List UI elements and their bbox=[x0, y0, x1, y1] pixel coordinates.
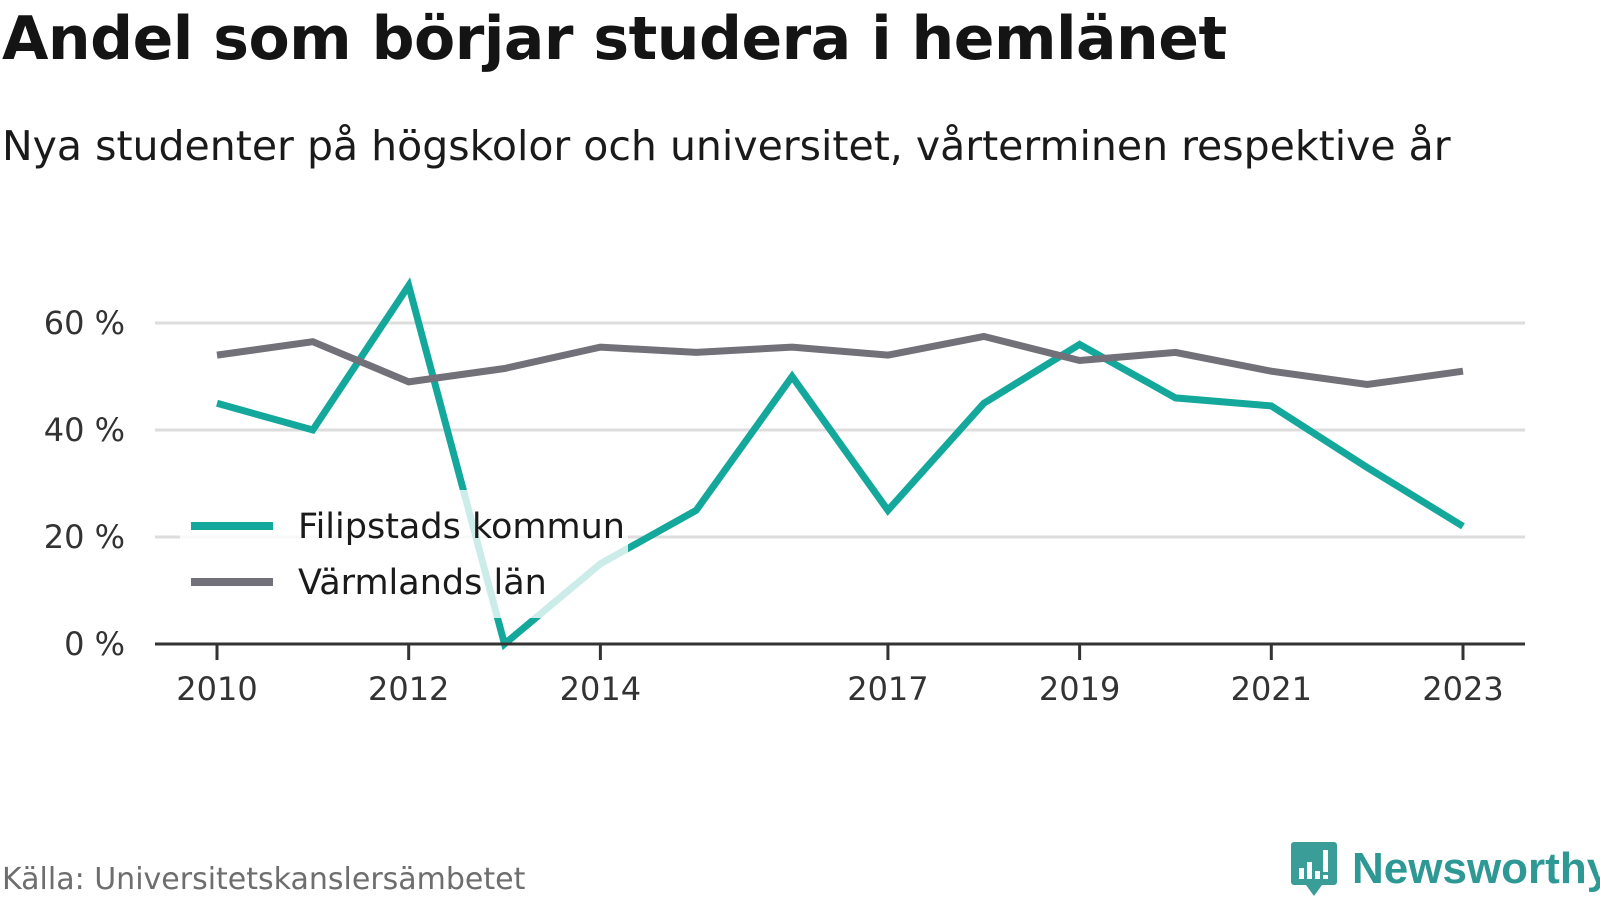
brand-name: Newsworthy bbox=[1352, 844, 1600, 893]
chart-title: Andel som börjar studera i hemlänet bbox=[2, 4, 1227, 74]
series-line-0 bbox=[216, 277, 1465, 651]
chart-subtitle: Nya studenter på högskolor och universit… bbox=[2, 122, 1451, 170]
x-tick-label: 2012 bbox=[368, 670, 449, 708]
y-axis-ticks: 0 % 20 % 40 % 60 % bbox=[44, 304, 125, 663]
x-axis-ticks: 2010 2012 2014 2017 2019 2021 2023 bbox=[176, 644, 1504, 708]
series-lines bbox=[216, 277, 1465, 651]
legend-label-filipstad: Filipstads kommun bbox=[298, 507, 625, 547]
y-tick-label: 20 % bbox=[44, 518, 125, 556]
x-tick-label: 2021 bbox=[1231, 670, 1312, 708]
newsworthy-logo-icon bbox=[1291, 842, 1337, 896]
y-tick-label: 0 % bbox=[64, 625, 125, 663]
legend-label-varmland: Värmlands län bbox=[298, 563, 547, 603]
y-tick-label: 60 % bbox=[44, 304, 125, 342]
x-tick-label: 2023 bbox=[1422, 670, 1503, 708]
x-tick-label: 2010 bbox=[176, 670, 257, 708]
x-tick-label: 2017 bbox=[847, 670, 928, 708]
series-line-1 bbox=[216, 332, 1464, 389]
brand: Newsworthy bbox=[1290, 840, 1600, 898]
x-tick-label: 2014 bbox=[560, 670, 641, 708]
legend: Filipstads kommun Värmlands län bbox=[180, 490, 628, 618]
legend-background bbox=[180, 490, 628, 618]
source-note: Källa: Universitetskanslersämbetet bbox=[2, 862, 526, 897]
y-tick-label: 40 % bbox=[44, 411, 125, 449]
x-tick-label: 2019 bbox=[1039, 670, 1120, 708]
